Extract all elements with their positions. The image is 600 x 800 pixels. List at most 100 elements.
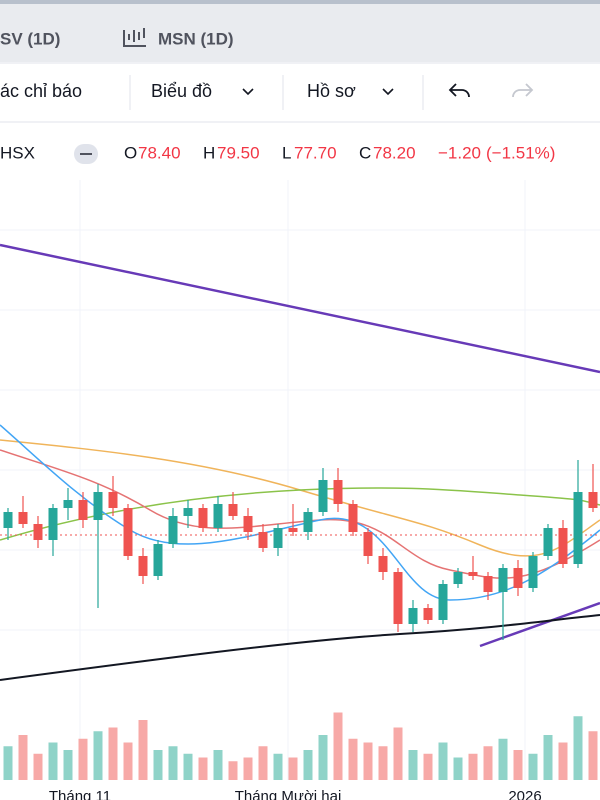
volume-bar (78, 738, 88, 780)
ma-line (0, 487, 600, 541)
candle-body (273, 528, 283, 548)
tab[interactable]: SV (1D) (0, 29, 60, 48)
candle-body (423, 608, 433, 620)
volume-bar (333, 712, 343, 780)
volume-bar (543, 735, 553, 780)
candle-body (153, 544, 163, 576)
legend-change: −1.20 (438, 143, 481, 162)
volume-bar (363, 742, 373, 780)
legend-value: 78.40 (138, 143, 181, 162)
candle-body (483, 576, 493, 592)
x-axis: Tháng 11 Tháng Mười hai 2026 (49, 788, 542, 800)
volume-bar (3, 746, 13, 780)
legend-label: O (124, 143, 137, 162)
candle-body (543, 528, 553, 556)
volume-bar (123, 742, 133, 780)
volume-bar (423, 753, 433, 780)
volume-bar (198, 757, 208, 780)
trend-line (479, 601, 600, 648)
ma-line (0, 449, 600, 579)
undo-button[interactable] (448, 83, 470, 98)
candle-body (63, 500, 73, 508)
candle-body (93, 492, 103, 520)
volume-bar (93, 731, 103, 780)
x-tick-label: 2026 (508, 788, 541, 800)
ma-line (0, 614, 600, 681)
profile-menu[interactable]: Hồ sơ (307, 81, 356, 101)
legend-label: H (203, 143, 215, 162)
candle-body (378, 556, 388, 572)
exchange: HSX (0, 143, 35, 162)
volume-bar (528, 753, 538, 780)
legend-change-pct: (−1.51%) (486, 143, 555, 162)
volume-bar (273, 753, 283, 780)
volume-bar (63, 750, 73, 780)
volume-bar (318, 735, 328, 780)
trend-line (0, 243, 600, 374)
volume-bar (558, 742, 568, 780)
candle-body (168, 516, 178, 544)
volume-bar (18, 735, 28, 780)
candle-body (513, 568, 523, 588)
volumes (3, 712, 598, 780)
legend-value: 78.20 (373, 143, 416, 162)
chart-menu[interactable]: Biểu đồ (151, 81, 212, 101)
volume-bar (303, 750, 313, 780)
candle-body (558, 528, 568, 564)
candle-body (228, 504, 238, 516)
candle-body (288, 528, 298, 532)
candle-body (363, 532, 373, 556)
candles (3, 460, 598, 640)
candle-body (588, 492, 598, 508)
volume-bar (288, 757, 298, 780)
tab-bar (0, 0, 600, 62)
x-tick-label: Tháng Mười hai (235, 788, 342, 800)
candle-body (213, 504, 223, 528)
redo-button[interactable] (512, 83, 534, 98)
candle-body (348, 504, 358, 532)
candle-body (18, 512, 28, 524)
candle-body (258, 532, 268, 548)
volume-bar (183, 753, 193, 780)
tab-bar-border (0, 0, 600, 4)
candle-body (438, 584, 448, 620)
volume-bar (153, 750, 163, 780)
candle-body (393, 572, 403, 624)
candle-body (573, 492, 583, 564)
candle-body (198, 508, 208, 528)
volume-bar (348, 738, 358, 780)
legend-value: 77.70 (294, 143, 337, 162)
tab[interactable]: MSN (1D) (158, 29, 234, 48)
candle-body (3, 512, 13, 528)
volume-bar (228, 761, 238, 780)
volume-bar (408, 750, 418, 780)
chevron (382, 88, 394, 96)
legend-label: C (359, 143, 371, 162)
legend-value: 79.50 (217, 143, 260, 162)
candle-body (243, 516, 253, 532)
ma-line (0, 439, 600, 557)
volume-bar (378, 746, 388, 780)
candle-body (528, 556, 538, 588)
candle-body (468, 572, 478, 576)
volume-bar (48, 742, 58, 780)
volume-bar (243, 757, 253, 780)
candle-body (453, 572, 463, 584)
candle-body (138, 556, 148, 576)
legend-label: L (282, 143, 291, 162)
candle-body (108, 492, 118, 508)
volume-bar (108, 727, 118, 780)
volume-bar (393, 727, 403, 780)
x-tick-label: Tháng 11 (49, 788, 111, 800)
ma-line (0, 424, 600, 601)
volume-bar (258, 746, 268, 780)
volume-bar (453, 757, 463, 780)
candle-body (303, 512, 313, 532)
volume-bar (498, 738, 508, 780)
indicators-button[interactable]: ác chỉ báo (0, 81, 82, 101)
volume-bar (513, 750, 523, 780)
volume-bar (588, 731, 598, 780)
volume-bar (138, 720, 148, 780)
